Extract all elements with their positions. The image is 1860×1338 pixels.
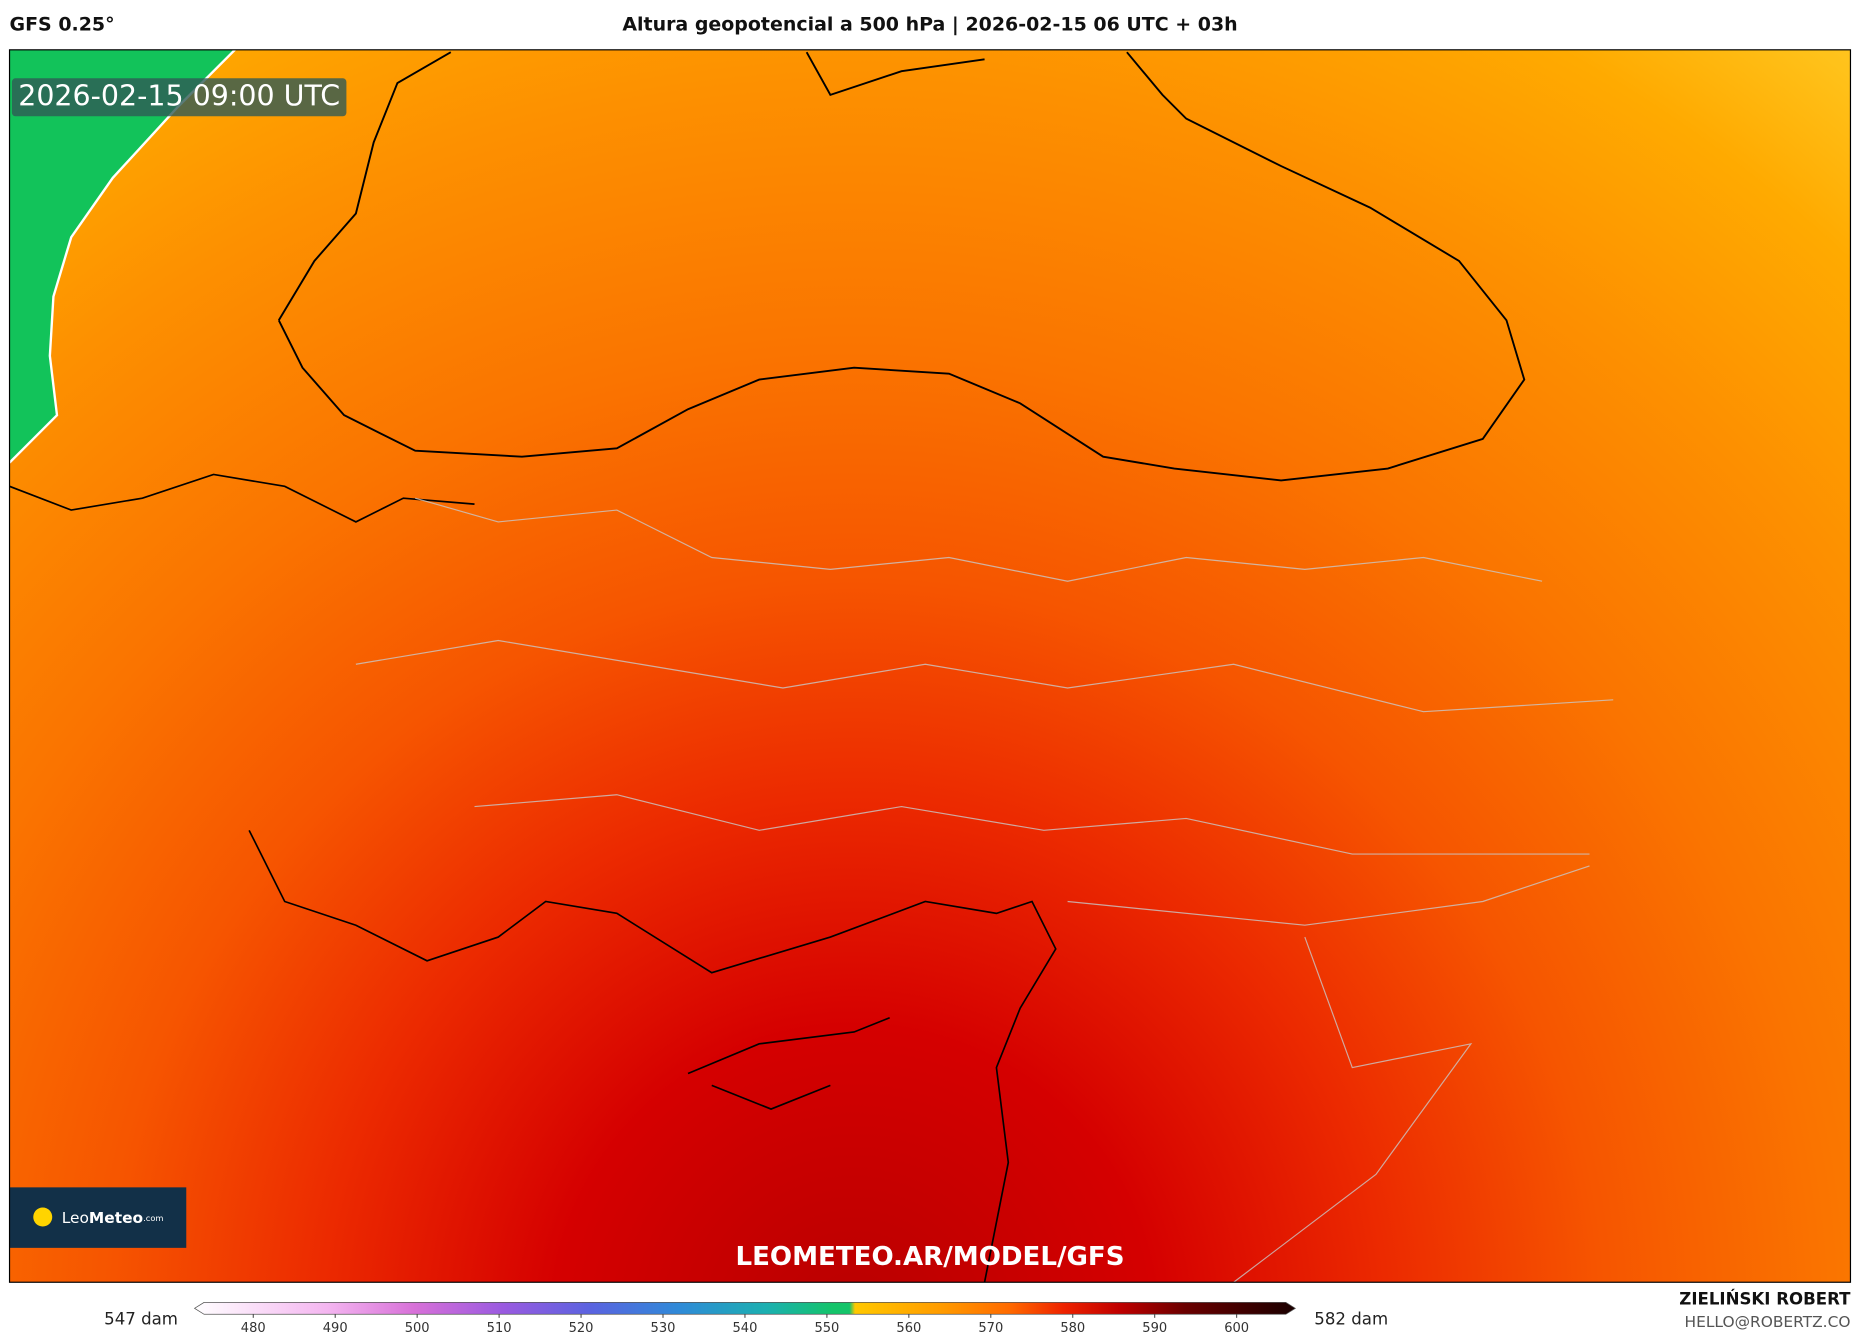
colorbar-tick-label: 600 bbox=[1224, 1321, 1249, 1336]
logo-bold: Meteo bbox=[89, 1209, 143, 1227]
contour bbox=[9, 49, 236, 464]
logo-suffix: .com bbox=[143, 1213, 163, 1223]
colorbar-min-label: 547 dam bbox=[104, 1310, 178, 1329]
low-height-area bbox=[9, 49, 235, 463]
logo: LeoMeteo.com bbox=[62, 1209, 164, 1227]
colorbar-tick-label: 480 bbox=[241, 1321, 266, 1336]
colorbar-bar bbox=[193, 1302, 1297, 1315]
watermark: LEOMETEO.AR/MODEL/GFS bbox=[736, 1242, 1125, 1272]
colorbar: 547 dam 582 dam 480 490 500 510 520 530 540 550… bbox=[104, 1302, 1388, 1336]
logo-light: Leo bbox=[62, 1209, 89, 1227]
colorbar-tick-label: 510 bbox=[487, 1321, 512, 1336]
colorbar-tick-label: 520 bbox=[569, 1321, 594, 1336]
colorbar-tick-label: 500 bbox=[405, 1321, 430, 1336]
map: 2026-02-15 09:00 UTC LeoMeteo.com LEOMET… bbox=[9, 49, 1851, 1283]
map-title: Altura geopotencial a 500 hPa | 2026-02-… bbox=[622, 13, 1237, 35]
colorbar-tick-label: 570 bbox=[978, 1321, 1003, 1336]
logo-sun bbox=[33, 1207, 53, 1227]
colorbar-tick-label: 580 bbox=[1060, 1321, 1085, 1336]
model-label: GFS 0.25° bbox=[10, 13, 115, 35]
coastline bbox=[277, 51, 1526, 482]
time-badge bbox=[11, 78, 347, 117]
colorbar-tick-label: 530 bbox=[651, 1321, 676, 1336]
border bbox=[355, 497, 1614, 1283]
author: ZIELIŃSKI ROBERT bbox=[1679, 1290, 1851, 1309]
height-field bbox=[9, 49, 1851, 1283]
colorbar-tick-label: 490 bbox=[323, 1321, 348, 1336]
colorbar-tick-label: 550 bbox=[814, 1321, 839, 1336]
colorbar-tick-label: 540 bbox=[733, 1321, 758, 1336]
colorbar-max-label: 582 dam bbox=[1314, 1310, 1388, 1329]
colorbar-tick-label: 560 bbox=[896, 1321, 921, 1336]
valid-time: 2026-02-15 09:00 UTC bbox=[18, 79, 340, 112]
map-frame bbox=[8, 49, 1852, 1283]
coastline bbox=[9, 473, 1057, 1283]
email: HELLO@ROBERTZ.CO bbox=[1685, 1313, 1851, 1331]
colorbar-tick-label: 590 bbox=[1142, 1321, 1167, 1336]
